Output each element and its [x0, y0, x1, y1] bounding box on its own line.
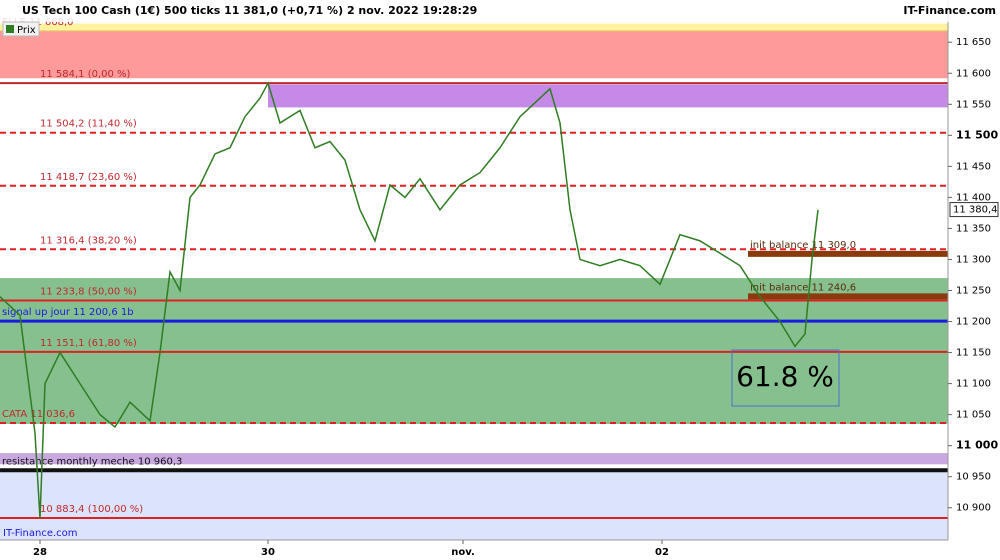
y-tick-label: 11 600	[956, 68, 991, 79]
y-tick-label: 11 650	[956, 37, 991, 48]
zone	[0, 23, 948, 31]
chart-title: US Tech 100 Cash (1€) 500 ticks 11 381,0…	[22, 4, 477, 17]
level-label: init balance 11 240,6	[750, 282, 856, 293]
y-tick-label: 11 500	[956, 128, 998, 141]
level-label: 11 418,7 (23,60 %)	[40, 172, 137, 183]
y-tick-label: 11 050	[956, 410, 991, 421]
plot-area: ELLE 11 668,011 584,1 (0,00 %)11 504,2 (…	[0, 17, 948, 540]
level-label: 11 584,1 (0,00 %)	[40, 69, 131, 80]
source: IT-Finance.com	[903, 4, 996, 17]
y-tick-label: 11 250	[956, 285, 991, 296]
legend-swatch	[6, 25, 14, 33]
x-tick-label: 30	[261, 547, 275, 558]
y-tick-label: 11 450	[956, 161, 991, 172]
y-tick-label: 11 350	[956, 223, 991, 234]
watermark: IT-Finance.com	[3, 528, 78, 539]
y-tick-label: 11 300	[956, 254, 991, 265]
y-tick-label: 11 000	[956, 439, 998, 452]
y-tick-label: 11 550	[956, 99, 991, 110]
y-tick-label: 10 900	[956, 503, 991, 514]
time-axis	[0, 540, 948, 560]
level-label: 11 151,1 (61,80 %)	[40, 338, 137, 349]
annotation-box	[731, 349, 840, 407]
y-tick-label: 11 200	[956, 317, 991, 328]
y-tick-label: 11 400	[956, 192, 991, 203]
y-tick-label: 11 150	[956, 348, 991, 359]
zone	[0, 470, 948, 540]
level-label: 11 504,2 (11,40 %)	[40, 119, 137, 130]
level-label: 10 883,4 (100,00 %)	[40, 504, 143, 515]
level-label: 11 316,4 (38,20 %)	[40, 235, 137, 246]
zone	[0, 30, 948, 79]
price-axis	[948, 0, 1000, 560]
level-label: CATA 11 036,6	[2, 409, 75, 420]
last-price-label: 11 380,4	[953, 205, 998, 216]
level-label: resistance monthly meche 10 960,3	[2, 456, 182, 467]
y-tick-label: 11 100	[956, 379, 991, 390]
last-price-box	[949, 202, 999, 218]
zone	[0, 453, 948, 465]
level-label: 11 233,8 (50,00 %)	[40, 287, 137, 298]
price-line	[0, 81, 819, 519]
x-tick-label: nov.	[451, 547, 475, 558]
x-tick-label: 02	[655, 547, 669, 558]
x-tick-label: 28	[33, 547, 47, 558]
title-bar	[0, 0, 1000, 22]
annotation: 61.8 %	[736, 360, 834, 393]
y-tick-label: 10 950	[956, 472, 991, 483]
legend-label: Prix	[17, 25, 36, 36]
zone	[268, 84, 948, 108]
level-label: init balance 11 309,0	[750, 240, 856, 251]
level-label: signal up jour 11 200,6 1b	[2, 307, 134, 318]
